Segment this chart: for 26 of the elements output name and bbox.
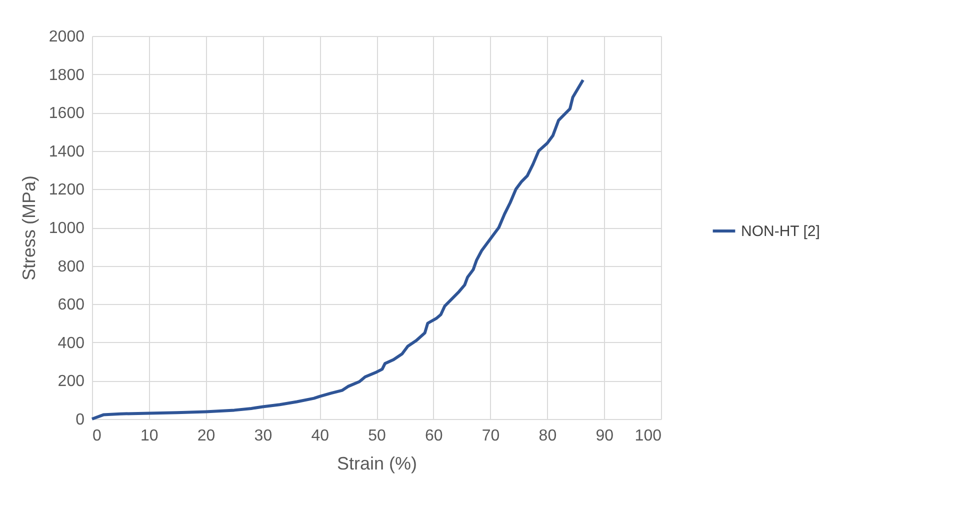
x-tick-label: 20 bbox=[197, 428, 216, 444]
x-tick-label: 10 bbox=[140, 428, 158, 444]
y-tick-label: 1600 bbox=[48, 105, 85, 122]
x-tick-label: 70 bbox=[482, 428, 500, 444]
y-tick-label: 2000 bbox=[48, 28, 85, 46]
x-axis-title: Strain (%) bbox=[336, 454, 418, 474]
y-tick-label: 800 bbox=[58, 258, 85, 276]
y-tick-label: 1200 bbox=[48, 182, 85, 199]
x-tick-label: 30 bbox=[254, 428, 272, 444]
x-tick-label: 50 bbox=[368, 428, 386, 444]
line-series bbox=[90, 78, 585, 420]
x-tick-label: 90 bbox=[596, 428, 614, 444]
y-tick-label: 200 bbox=[58, 373, 85, 390]
y-tick-label: 1000 bbox=[48, 220, 85, 237]
x-tick-label: 100 bbox=[634, 428, 662, 444]
y-tick-label: 1400 bbox=[48, 143, 85, 160]
y-tick-label: 0 bbox=[76, 412, 85, 428]
y-axis-title: Stress (MPa) bbox=[18, 175, 39, 281]
x-tick-label: 40 bbox=[311, 428, 330, 444]
y-tick-label: 1800 bbox=[48, 66, 85, 84]
x-tick-label: 80 bbox=[538, 428, 557, 444]
legend-label: NON-HT [2] bbox=[741, 223, 820, 240]
y-tick-label: 600 bbox=[58, 296, 85, 314]
x-tick-label: 0 bbox=[92, 428, 102, 444]
x-tick-label: 60 bbox=[425, 428, 443, 444]
y-tick-label: 400 bbox=[58, 334, 85, 352]
